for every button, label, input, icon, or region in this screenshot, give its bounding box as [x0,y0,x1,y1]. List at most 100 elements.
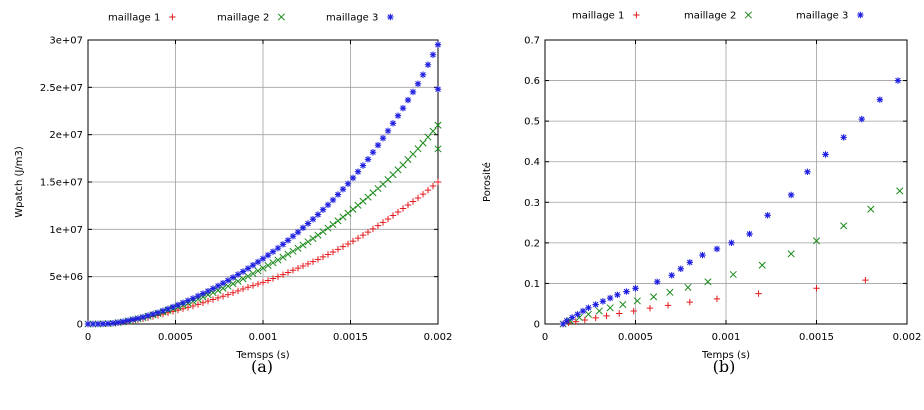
data-point [224,277,232,284]
data-point [359,231,367,239]
x-tick-label: 0.0015 [799,332,834,343]
legend-label: maillage 1 [572,11,624,22]
data-point [224,282,232,290]
data-point [379,219,387,226]
data-point [364,228,372,236]
data-point [339,243,347,250]
data-point [595,307,603,315]
data-point [264,261,272,269]
y-tick-label: 0 [534,320,540,331]
data-point [758,261,766,269]
data-point [124,317,132,324]
data-point [429,182,437,190]
data-point [686,298,693,306]
legend-label: maillage 2 [684,11,736,22]
data-point [219,293,227,300]
y-tick-label: 0.2 [524,238,540,249]
data-point [244,272,252,280]
legend-label: maillage 3 [326,13,378,24]
legend-marker [744,11,752,19]
y-axis-label: Porosité [481,162,493,202]
data-point [592,301,599,308]
data-point [354,201,362,209]
data-point [224,291,232,298]
x-tick-label: 0.001 [249,332,278,343]
data-point [269,248,277,255]
y-tick-label: 1e+07 [49,225,83,236]
data-point [664,302,672,309]
data-point [563,317,570,324]
data-point [289,233,297,240]
data-point [668,272,675,279]
data-point [309,215,317,223]
y-tick-label: 0.5 [524,117,540,128]
data-point [94,320,102,328]
data-point [654,278,661,286]
data-point [876,96,884,103]
y-tick-label: 2e+07 [49,130,83,141]
legend-marker [169,13,176,21]
y-tick-label: 5e+06 [49,272,83,283]
data-point [677,265,684,273]
data-point [234,277,242,285]
data-point [729,270,737,279]
legend-label: maillage 1 [108,13,160,24]
data-point [813,285,820,292]
data-point [179,299,187,306]
y-tick-label: 0.1 [524,279,540,290]
data-point [259,279,267,286]
data-point [384,215,392,223]
x-tick-label: 0 [542,332,548,343]
data-point [109,319,117,327]
data-point [394,208,402,216]
data-point [219,279,227,287]
legend-label: maillage 3 [796,11,848,22]
data-point [354,168,362,175]
data-point [239,285,247,293]
data-point [304,260,312,268]
data-point [867,205,875,213]
data-point [755,290,762,297]
data-point [229,274,237,281]
data-point [89,320,97,328]
legend-label: maillage 2 [217,13,269,24]
data-point [129,316,137,323]
data-point [319,253,327,261]
data-point [234,287,242,295]
data-point [650,293,658,301]
data-point [114,319,122,326]
data-point [274,273,282,280]
data-point [199,293,207,301]
y-tick-label: 0.6 [524,76,540,87]
legend-marker [633,11,640,19]
data-point [409,198,417,205]
data-point [713,245,721,253]
series-maillage-2 [559,187,904,328]
data-point [812,237,821,245]
data-point [209,285,217,292]
data-point [359,162,367,169]
data-point [434,178,442,186]
data-point [284,237,292,244]
data-point [344,209,352,217]
data-point [264,251,272,259]
x-tick-label: 0.002 [424,332,453,343]
data-point [349,205,357,213]
data-point [179,305,187,312]
data-point [324,201,332,209]
data-point [404,96,412,104]
data-point [304,238,312,246]
data-point [424,186,432,194]
data-point [585,304,592,311]
legend-marker [387,13,394,21]
data-point [568,314,576,321]
data-point [299,262,307,270]
data-point [279,253,287,261]
data-point [684,283,692,292]
data-point [299,241,307,249]
data-point [334,217,342,225]
data-point [279,241,287,248]
y-tick-label: 0.7 [524,36,540,47]
data-point [319,206,327,213]
data-point [189,295,197,302]
